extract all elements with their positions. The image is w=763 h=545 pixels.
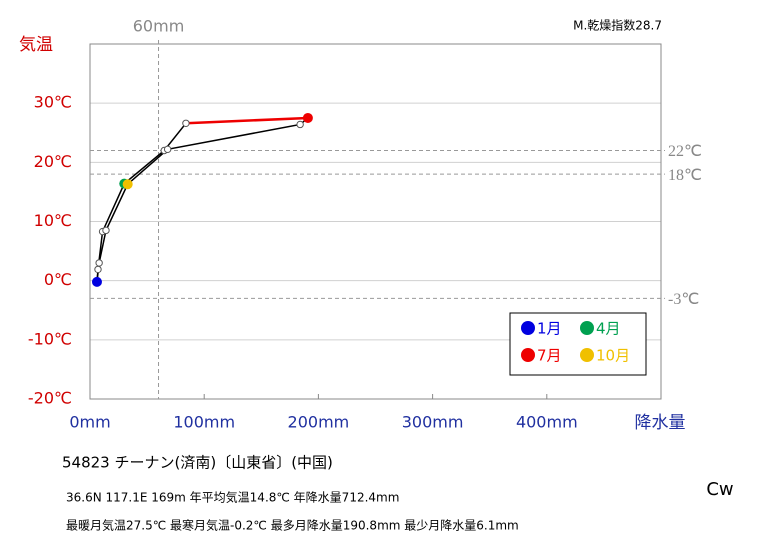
month-point [296,120,304,129]
legend-label: 1月 [537,320,562,338]
y-tick-label: 20℃ [34,152,72,171]
x-tick-label: 100mm [173,413,235,432]
climate-code: Cw [706,479,733,500]
x-tick-label: 400mm [516,413,578,432]
summer-segment [185,116,308,125]
y-tick-label: -20℃ [28,389,72,408]
legend-marker [580,348,594,362]
y-tick-label: 0℃ [44,270,72,289]
month-point [122,179,133,190]
reference-label: 22℃ [668,143,702,160]
x-tick-label: 200mm [288,413,350,432]
legend-label: 10月 [596,347,630,365]
station-info: 36.6N 117.1E 169m 年平均気温14.8℃ 年降水量712.4mm [66,490,399,505]
y-axis-label: 気温 [19,35,53,55]
legend-marker [521,321,535,335]
legend-marker [580,321,594,335]
month-point [102,226,110,235]
legend-label: 4月 [596,320,621,338]
station-extremes: 最暖月気温27.5℃ 最寒月気温-0.2℃ 最多月降水量190.8mm 最少月降… [66,518,519,533]
x-tick-label: 300mm [402,413,464,432]
x-tick-label: 0mm [69,413,110,432]
reference-label: 60mm [133,17,185,36]
plot-frame [89,43,662,400]
y-tick-label: 10℃ [34,211,72,230]
month-point [163,145,172,154]
y-tick-label: -10℃ [28,329,72,348]
reference-label: 18℃ [668,167,702,184]
month-point [94,265,102,274]
month-point [302,112,313,123]
index-label: M.乾燥指数28.7 [573,18,662,33]
month-point [182,119,190,127]
legend-marker [521,348,535,362]
station-name: 54823 チーナン(済南)〔山東省〕(中国) [62,454,333,472]
x-axis-label: 降水量 [635,413,686,433]
reference-label: -3℃ [668,291,699,308]
y-tick-label: 30℃ [34,93,72,112]
legend-label: 7月 [537,347,562,365]
month-point [91,276,102,287]
month-point [95,259,103,267]
